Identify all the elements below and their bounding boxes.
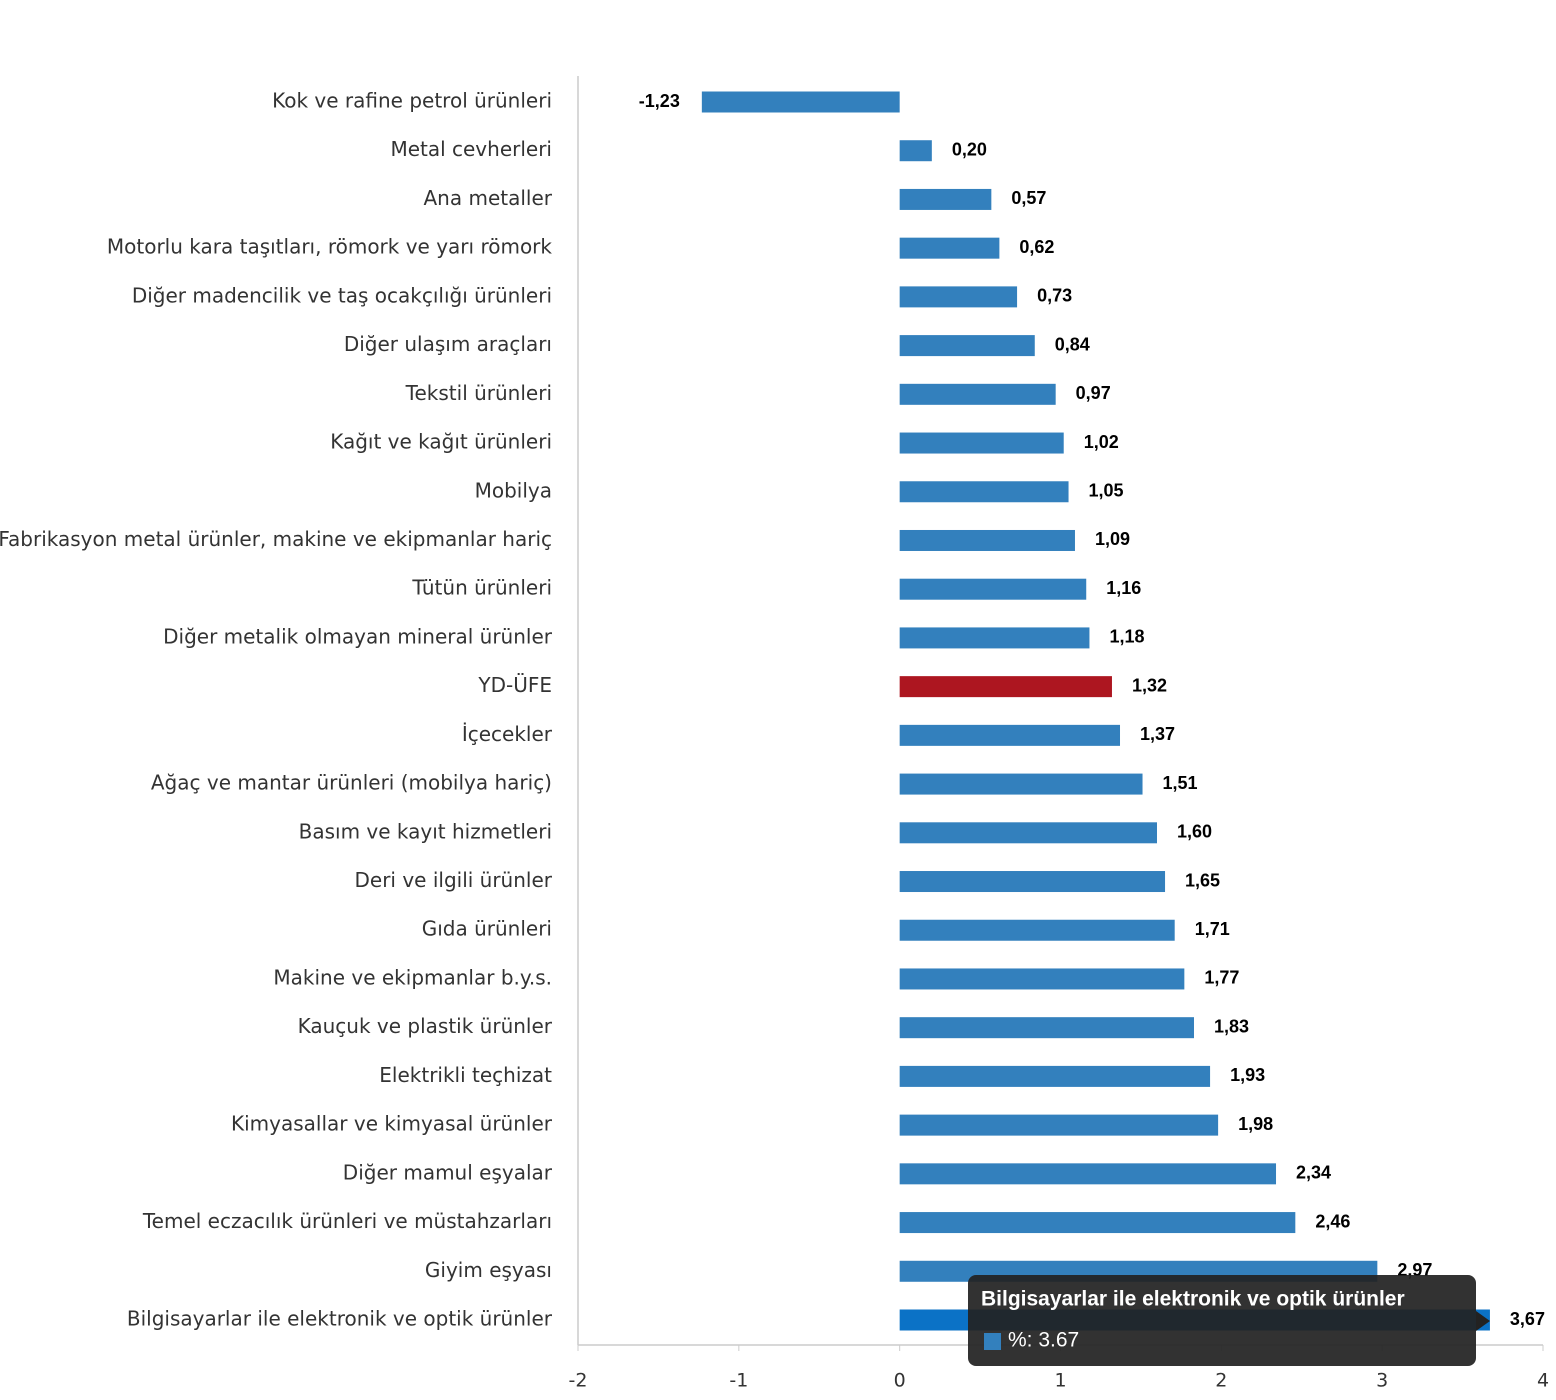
tooltip: Bilgisayarlar ile elektronik ve optik ür…: [968, 1275, 1490, 1366]
x-tick-label: 3: [1376, 1370, 1388, 1392]
value-label: 0,62: [1019, 237, 1054, 257]
category-label: Deri ve ilgili ürünler: [354, 868, 552, 892]
value-label: 0,84: [1055, 334, 1090, 354]
bar: [899, 140, 932, 162]
bar: [899, 286, 1018, 308]
x-tick-label: -2: [569, 1370, 588, 1392]
x-tick-label: 1: [1054, 1370, 1066, 1392]
value-label: 1,77: [1204, 968, 1239, 988]
category-label: Basım ve kayıt hizmetleri: [299, 819, 552, 843]
value-label: 0,20: [952, 139, 987, 159]
bar: [899, 1114, 1219, 1136]
category-label: Kok ve rafine petrol ürünleri: [272, 89, 552, 113]
bar: [899, 578, 1087, 600]
bar: [899, 188, 992, 210]
category-label: Fabrikasyon metal ürünler, makine ve eki…: [0, 527, 552, 551]
value-label: 1,37: [1140, 724, 1175, 744]
value-label: 1,16: [1106, 578, 1141, 598]
bar: [899, 919, 1175, 941]
x-tick-label: 4: [1537, 1370, 1549, 1392]
bar: [899, 529, 1075, 551]
value-label: 1,71: [1195, 919, 1230, 939]
category-label: Diğer ulaşım araçları: [344, 332, 552, 356]
category-label: Diğer madencilik ve taş ocakçılığı ürünl…: [132, 283, 552, 307]
category-label: Bilgisayarlar ile elektronik ve optik ür…: [127, 1307, 553, 1331]
category-label: Diğer metalik olmayan mineral ürünler: [163, 624, 553, 648]
value-label: 1,32: [1132, 675, 1167, 695]
value-label: 3,67: [1510, 1309, 1545, 1329]
value-label: 1,65: [1185, 870, 1220, 890]
category-label: Elektrikli teçhizat: [379, 1063, 552, 1087]
bar: [899, 432, 1064, 454]
bar: [899, 871, 1166, 893]
bar: [899, 1017, 1194, 1039]
x-tick-label: 0: [894, 1370, 906, 1392]
category-label: Mobilya: [475, 478, 552, 502]
value-label: 1,02: [1084, 432, 1119, 452]
value-label: 1,51: [1163, 773, 1198, 793]
bar: [899, 724, 1121, 746]
category-label: Giyim eşyası: [425, 1258, 552, 1282]
category-label: Gıda ürünleri: [422, 917, 552, 941]
category-label: Tütün ürünleri: [411, 576, 552, 600]
category-label: Temel eczacılık ürünleri ve müstahzarlar…: [142, 1209, 552, 1233]
x-tick-label: -1: [729, 1370, 748, 1392]
value-label: 1,98: [1238, 1114, 1273, 1134]
x-tick-label: 2: [1215, 1370, 1227, 1392]
value-label: -1,23: [639, 91, 680, 111]
tooltip-title: Bilgisayarlar ile elektronik ve optik ür…: [981, 1288, 1405, 1311]
category-label: Tekstil ürünleri: [405, 381, 552, 405]
bar: [899, 773, 1143, 795]
bar: [701, 91, 900, 113]
tooltip-swatch: [984, 1333, 1001, 1350]
category-label: Kauçuk ve plastik ürünler: [298, 1014, 553, 1038]
category-label: Ana metaller: [424, 186, 553, 210]
bar: [899, 237, 1000, 259]
category-label: Motorlu kara taşıtları, römork ve yarı r…: [107, 235, 553, 259]
bar: [899, 1065, 1211, 1087]
category-label: Metal cevherleri: [390, 137, 552, 161]
bar: [899, 383, 1056, 405]
bar: [899, 968, 1185, 990]
category-label: YD-ÜFE: [477, 673, 552, 697]
value-label: 1,18: [1109, 627, 1144, 647]
category-label: Kimyasallar ve kimyasal ürünler: [231, 1112, 553, 1136]
bar: [899, 1163, 1277, 1185]
bar: [899, 822, 1157, 844]
value-label: 1,83: [1214, 1016, 1249, 1036]
category-label: Ağaç ve mantar ürünleri (mobilya hariç): [151, 771, 552, 795]
bar: [899, 676, 1112, 698]
value-label: 0,73: [1037, 286, 1072, 306]
value-label: 1,93: [1230, 1065, 1265, 1085]
value-label: 1,05: [1089, 481, 1124, 501]
value-label: 1,09: [1095, 529, 1130, 549]
category-label: Kağıt ve kağıt ürünleri: [330, 430, 552, 454]
bar: [899, 481, 1069, 503]
bar: [899, 335, 1035, 357]
bar: [899, 627, 1090, 649]
category-label: İçecekler: [462, 722, 553, 746]
tooltip-arrow: [1476, 1311, 1490, 1331]
tooltip-box: [968, 1275, 1476, 1366]
tooltip-text: %: 3.67: [1008, 1329, 1079, 1352]
bar: [899, 1212, 1296, 1234]
value-label: 1,60: [1177, 822, 1212, 842]
value-label: 0,97: [1076, 383, 1111, 403]
value-label: 2,34: [1296, 1163, 1331, 1183]
value-label: 0,57: [1011, 188, 1046, 208]
category-label: Makine ve ekipmanlar b.y.s.: [273, 965, 552, 989]
category-label: Diğer mamul eşyalar: [343, 1160, 553, 1184]
value-label: 2,46: [1315, 1211, 1350, 1231]
